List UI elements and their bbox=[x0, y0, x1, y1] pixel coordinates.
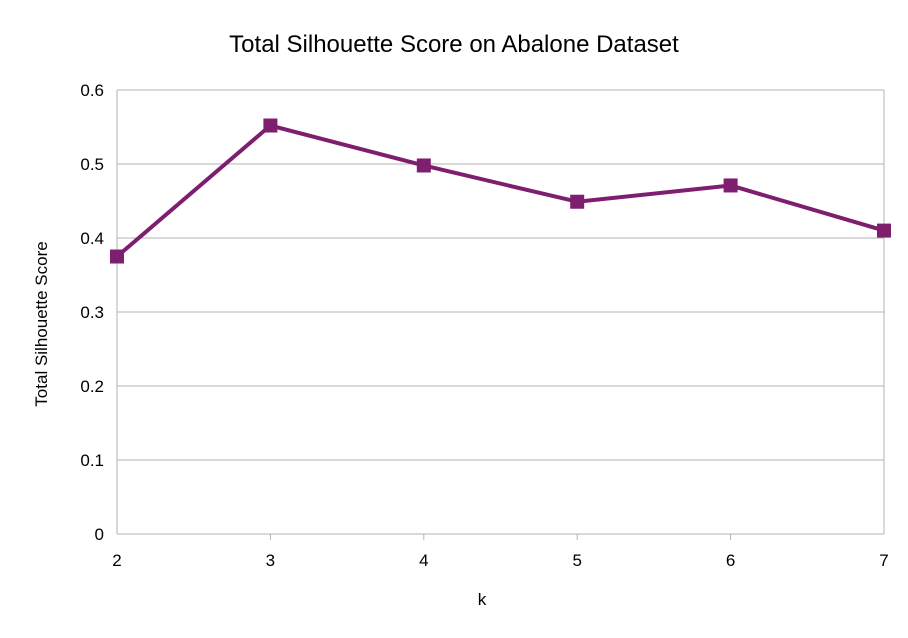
data-point-marker bbox=[110, 249, 124, 264]
x-tick-label: 5 bbox=[572, 551, 581, 570]
y-axis-title: Total Silhouette Score bbox=[32, 241, 51, 406]
y-tick-label: 0.6 bbox=[80, 81, 104, 100]
y-tick-label: 0.2 bbox=[80, 377, 104, 396]
y-tick-label: 0.4 bbox=[80, 229, 104, 248]
y-axis-ticks: 0 0.1 0.2 0.3 0.4 0.5 0.6 bbox=[80, 81, 104, 544]
x-tick-label: 2 bbox=[112, 551, 121, 570]
y-tick-label: 0.5 bbox=[80, 155, 104, 174]
x-tick-label: 3 bbox=[266, 551, 275, 570]
x-tick-label: 4 bbox=[419, 551, 428, 570]
data-point-marker bbox=[723, 178, 738, 193]
y-tick-label: 0.3 bbox=[80, 303, 104, 322]
series-line bbox=[115, 123, 886, 259]
data-point-marker bbox=[263, 118, 278, 133]
grid bbox=[117, 89, 884, 540]
x-axis-title: k bbox=[478, 590, 487, 609]
data-point-marker bbox=[877, 223, 891, 238]
y-tick-label: 0.1 bbox=[80, 451, 104, 470]
chart-title: Total Silhouette Score on Abalone Datase… bbox=[229, 31, 679, 58]
data-point-marker bbox=[570, 194, 585, 209]
data-point-marker bbox=[416, 158, 431, 173]
x-tick-label: 7 bbox=[879, 551, 888, 570]
axes bbox=[116, 90, 885, 535]
x-axis-ticks: 2 3 4 5 6 7 bbox=[112, 551, 888, 570]
series bbox=[110, 118, 891, 264]
x-tick-label: 6 bbox=[726, 551, 735, 570]
y-tick-label: 0 bbox=[95, 525, 104, 544]
